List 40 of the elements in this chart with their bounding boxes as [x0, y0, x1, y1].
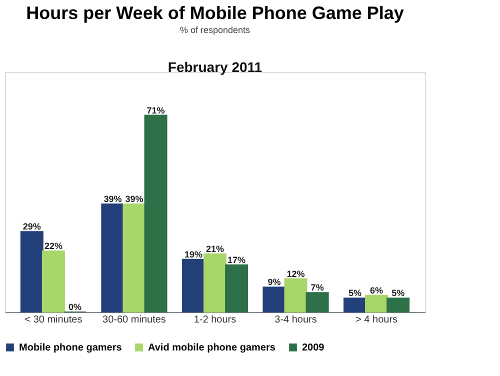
- data-label: 9%: [268, 277, 281, 288]
- data-label: 21%: [206, 244, 224, 254]
- x-tick-label: 3-4 hours: [274, 314, 317, 326]
- bar: [204, 253, 226, 312]
- bar: [20, 231, 44, 312]
- legend-label: 2009: [302, 342, 325, 354]
- legend-label: Mobile phone gamers: [19, 342, 122, 354]
- chart-subtitle: % of respondents: [180, 25, 251, 35]
- data-label: 39%: [125, 194, 144, 204]
- data-label: 5%: [392, 288, 405, 298]
- data-label: 7%: [310, 282, 324, 293]
- data-label: 71%: [146, 105, 165, 116]
- bar: [42, 250, 65, 312]
- x-tick-label: 1-2 hours: [194, 314, 236, 326]
- bar: [306, 292, 329, 312]
- bar: [225, 264, 248, 312]
- data-label: 22%: [44, 241, 62, 252]
- data-label: 5%: [348, 288, 362, 298]
- data-label: 0%: [68, 302, 82, 312]
- bar: [365, 294, 388, 312]
- legend-label: Avid mobile phone gamers: [148, 342, 276, 354]
- x-tick-label: 30-60 minutes: [102, 314, 166, 326]
- bar: [182, 258, 205, 312]
- data-label: 12%: [286, 268, 305, 279]
- chart-title: Hours per Week of Mobile Phone Game Play: [26, 3, 404, 23]
- bar: [284, 278, 308, 312]
- data-label: 39%: [104, 194, 122, 204]
- x-tick-label: < 30 minutes: [24, 314, 82, 326]
- x-tick-label: > 4 hours: [356, 314, 398, 326]
- text: February 2011: [168, 59, 262, 75]
- data-label: 17%: [228, 254, 246, 265]
- bar: [386, 298, 410, 312]
- bar: [122, 203, 146, 312]
- data-label: 29%: [22, 222, 41, 232]
- data-label: 19%: [184, 249, 202, 260]
- bar: [101, 203, 124, 312]
- bar: [144, 114, 168, 312]
- data-label: 6%: [370, 285, 384, 296]
- bar: [344, 298, 366, 312]
- bar: [262, 286, 286, 312]
